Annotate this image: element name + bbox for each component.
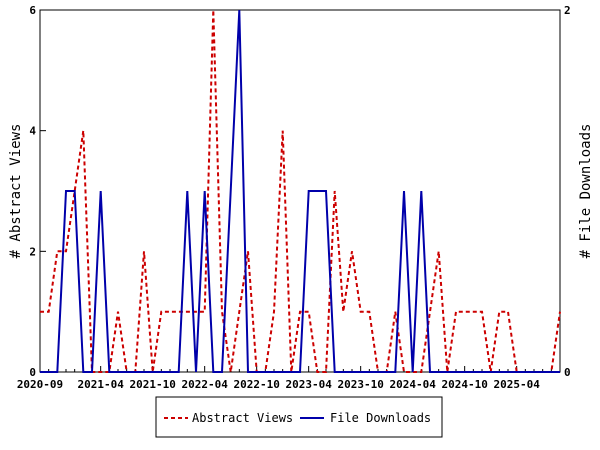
x-tick-label: 2022-04 [181, 378, 228, 391]
y-left-tick-label: 2 [29, 245, 36, 258]
x-tick-label: 2024-10 [441, 378, 487, 391]
y-left-tick-label: 6 [29, 4, 36, 17]
y-left-axis-ticks: 0 2 4 6 [29, 4, 46, 379]
x-tick-label: 2021-10 [129, 378, 175, 391]
series-line-abstract-views [40, 9, 561, 373]
series-layer [40, 9, 561, 373]
x-tick-label: 2023-10 [337, 378, 383, 391]
y-right-axis-title: # File Downloads [578, 124, 594, 259]
y-left-tick-label: 4 [29, 125, 36, 138]
y-left-axis-title: # Abstract Views [8, 124, 24, 259]
legend-label-file-downloads: File Downloads [330, 411, 431, 425]
x-axis-tick-labels: 2020-09 2021-04 2021-10 2022-04 2022-10 2023-… [17, 378, 540, 391]
x-tick-label: 2024-04 [389, 378, 436, 391]
x-tick-label: 2022-10 [233, 378, 279, 391]
y-left-tick-label: 0 [29, 366, 36, 379]
legend-box [155, 396, 443, 438]
legend-label-abstract-views: Abstract Views [192, 411, 293, 425]
y-right-tick-label: 0 [564, 366, 571, 379]
series-line-file-downloads [40, 9, 560, 373]
x-tick-label: 2021-04 [77, 378, 124, 391]
x-tick-label: 2023-04 [285, 378, 332, 391]
y-right-axis-ticks: 02 [554, 4, 571, 379]
x-tick-label: 2025-04 [493, 378, 540, 391]
x-tick-label: 2020-09 [17, 378, 63, 391]
y-right-tick-label: 2 [564, 4, 571, 17]
legend: Abstract Views File Downloads [155, 396, 443, 438]
